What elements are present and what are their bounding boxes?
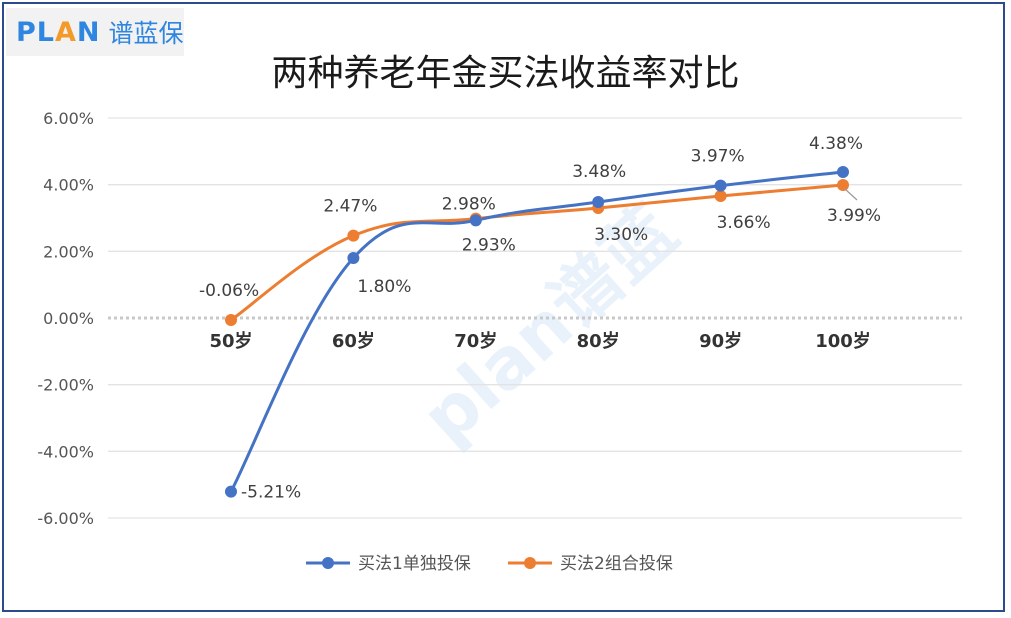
- data-point: [837, 166, 849, 178]
- data-point: [347, 252, 360, 264]
- series-line-2: [230, 183, 844, 322]
- x-tick-label: 60岁: [332, 330, 375, 352]
- logo-latin: PLAN: [16, 16, 101, 48]
- data-label: -0.06%: [199, 281, 259, 301]
- y-tick-label: -4.00%: [37, 442, 94, 461]
- brand-logo: PLAN 谱蓝保: [6, 8, 184, 56]
- logo-brand-text: 谱蓝保: [108, 19, 184, 48]
- data-label: 3.66%: [717, 213, 771, 233]
- x-tick-label: 50岁: [209, 330, 252, 352]
- leader-line: [844, 188, 858, 201]
- y-tick-label: -2.00%: [37, 376, 94, 395]
- data-point: [469, 214, 482, 227]
- x-tick-label: 80岁: [577, 330, 620, 352]
- data-point: [225, 485, 237, 498]
- legend-marker: [524, 557, 536, 569]
- chart-title: 两种养老年金买法收益率对比: [271, 53, 740, 94]
- data-label: -5.21%: [241, 483, 301, 503]
- data-point: [225, 314, 237, 326]
- data-label: 2.93%: [462, 235, 516, 255]
- y-tick-label: 2.00%: [43, 242, 94, 261]
- y-tick-label: -6.00%: [37, 509, 94, 528]
- data-label: 4.38%: [809, 134, 863, 154]
- legend-marker: [322, 557, 334, 569]
- data-point: [714, 190, 727, 202]
- data-point: [347, 229, 360, 242]
- y-tick-label: 4.00%: [43, 176, 94, 195]
- data-label: 3.48%: [572, 162, 626, 182]
- chart-frame: [2, 2, 1005, 612]
- data-label: 3.97%: [691, 147, 745, 167]
- data-label: 2.47%: [323, 197, 377, 217]
- y-tick-label: 0.00%: [43, 309, 94, 328]
- data-label: 2.98%: [442, 195, 496, 215]
- data-point: [837, 179, 849, 191]
- data-label: 3.99%: [827, 206, 881, 226]
- data-label: 1.80%: [357, 277, 411, 297]
- data-point: [714, 179, 727, 192]
- x-tick-label: 90岁: [699, 330, 742, 352]
- y-tick-label: 6.00%: [43, 109, 94, 128]
- x-tick-label: 100岁: [815, 330, 871, 352]
- legend-label: 买法1单独投保: [358, 554, 471, 574]
- data-label: 3.30%: [594, 225, 648, 245]
- data-point: [592, 196, 605, 208]
- legend-label: 买法2组合投保: [560, 554, 673, 574]
- x-tick-label: 70岁: [454, 330, 497, 352]
